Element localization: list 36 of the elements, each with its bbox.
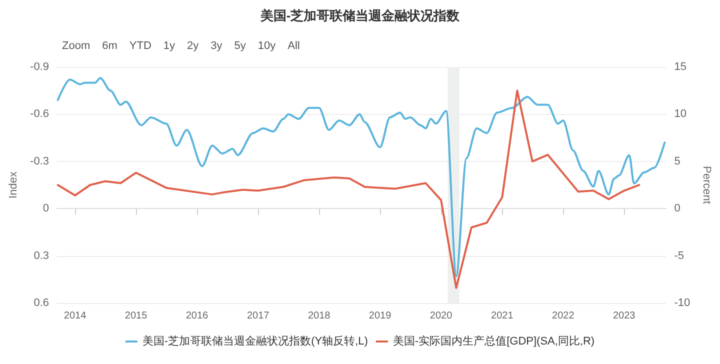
y2-axis-title: Percent — [700, 166, 712, 204]
y2-tick-label: 15 — [674, 61, 686, 73]
text: 5y — [233, 39, 247, 54]
text: Zoom — [61, 39, 92, 54]
x-tick-label: 2020 — [430, 310, 453, 322]
x-tick-label: 2015 — [124, 310, 148, 322]
x-tick-label: 2014 — [64, 310, 87, 322]
text: 1y — [162, 39, 176, 54]
y-tick-label: -0.9 — [30, 61, 49, 73]
text: All — [286, 39, 301, 54]
y-tick-label: -0.6 — [30, 108, 49, 120]
text: YTD — [128, 39, 152, 54]
y2-tick-label: 0 — [674, 202, 680, 215]
x-tick-label: 2021 — [491, 310, 514, 322]
y-tick-label: 0.6 — [34, 297, 49, 309]
y2-tick-label: 5 — [674, 155, 680, 168]
x-tick-label: 2023 — [612, 310, 636, 322]
text: 6m — [101, 39, 118, 54]
x-tick-label: 2017 — [246, 310, 270, 322]
y-tick-label: 0.3 — [34, 250, 49, 262]
chart-title: 美国-芝加哥联储当週金融状况指数 — [259, 8, 461, 23]
y-tick-label: -0.3 — [30, 155, 49, 168]
text: 10y — [256, 39, 277, 54]
y2-tick-label: 10 — [674, 108, 686, 120]
legend-label: 美国-芝加哥联储当週金融状况指数(Y轴反转,L) — [142, 334, 368, 348]
x-tick-label: 2022 — [552, 310, 575, 322]
y2-tick-label: -10 — [674, 297, 690, 309]
y2-tick-label: -5 — [674, 250, 684, 262]
y-tick-label: 0 — [42, 202, 49, 215]
text: 3y — [210, 39, 224, 54]
y-axis-title: Index — [8, 171, 20, 198]
x-tick-label: 2019 — [368, 310, 392, 322]
x-tick-label: 2018 — [308, 310, 331, 322]
x-tick-label: 2016 — [186, 310, 209, 322]
legend-label: 美国-实际国内生产总值[GDP](SA,同比,R) — [392, 334, 595, 348]
text: 2y — [186, 39, 200, 54]
